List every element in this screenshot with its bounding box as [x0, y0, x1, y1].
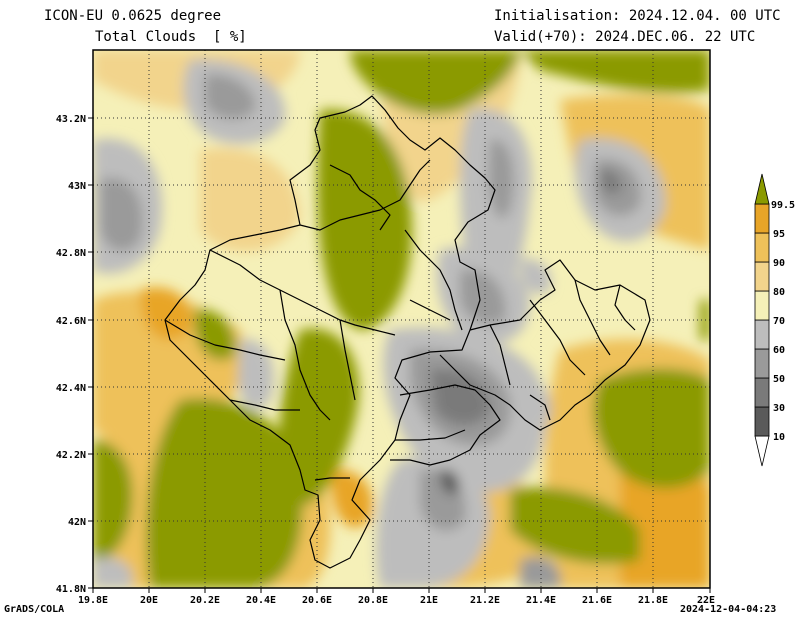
legend-swatch — [754, 377, 770, 408]
valid-time: Valid(+70): 2024.DEC.06. 22 UTC — [494, 29, 756, 45]
parameter-title: Total Clouds [ %] — [95, 29, 247, 45]
axis-ticks — [88, 117, 711, 593]
legend-label: 70 — [773, 316, 785, 327]
y-tick-label: 43.2N — [56, 114, 86, 125]
legend-label: 10 — [773, 432, 785, 443]
x-tick-label: 21.4E — [526, 595, 556, 606]
legend-label: 30 — [773, 403, 785, 414]
boundaries — [164, 95, 651, 569]
x-tick-label: 21.6E — [582, 595, 612, 606]
x-tick-label: 19.8E — [78, 595, 108, 606]
x-tick-label: 20.6E — [302, 595, 332, 606]
y-tick-label: 42.8N — [56, 248, 86, 259]
legend-label: 80 — [773, 287, 785, 298]
legend-swatch — [754, 261, 770, 292]
y-tick-label: 42.4N — [56, 383, 86, 394]
country-outline — [164, 95, 496, 569]
legend-swatch — [754, 290, 770, 321]
model-title: ICON-EU 0.0625 degree — [44, 8, 222, 24]
cloud-field — [93, 50, 710, 588]
y-tick-label: 42.6N — [56, 316, 86, 327]
y-tick-label: 42N — [68, 517, 86, 528]
map-frame — [92, 49, 711, 589]
legend-swatch — [754, 406, 770, 437]
x-tick-label: 21E — [420, 595, 438, 606]
legend-label: 60 — [773, 345, 785, 356]
legend-swatch-below-10 — [754, 435, 770, 467]
legend-swatch — [754, 348, 770, 379]
generation-timestamp: 2024-12-04-04:23 — [680, 604, 777, 615]
x-tick-label: 20.2E — [190, 595, 220, 606]
legend-swatch — [754, 203, 770, 234]
legend-swatch — [754, 232, 770, 263]
x-tick-label: 20.8E — [358, 595, 388, 606]
legend-label: 50 — [773, 374, 785, 385]
legend-swatch-above-99-5 — [754, 173, 770, 205]
y-tick-label: 42.2N — [56, 450, 86, 461]
color-legend — [754, 173, 770, 467]
y-tick-label: 43N — [68, 181, 86, 192]
legend-label: 90 — [773, 258, 785, 269]
x-tick-label: 20E — [140, 595, 158, 606]
x-tick-label: 21.2E — [470, 595, 500, 606]
initialisation-time: Initialisation: 2024.12.04. 00 UTC — [494, 8, 781, 24]
x-tick-label: 20.4E — [246, 595, 276, 606]
legend-label: 99.5 — [771, 200, 795, 211]
x-tick-label: 22E — [697, 595, 715, 606]
lat-lon-grid — [93, 50, 710, 588]
credit-label: GrADS/COLA — [4, 604, 65, 615]
y-tick-label: 41.8N — [56, 584, 86, 595]
legend-swatch — [754, 319, 770, 350]
x-tick-label: 21.8E — [638, 595, 668, 606]
legend-label: 95 — [773, 229, 785, 240]
